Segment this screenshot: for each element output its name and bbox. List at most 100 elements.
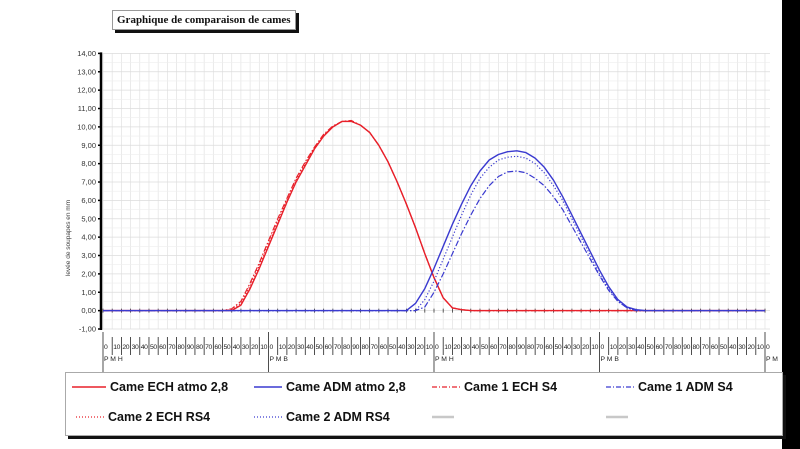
legend-item-came-2-ech-rs4: Came 2 ECH RS4 bbox=[76, 409, 210, 425]
x-tick-label: 60 bbox=[159, 344, 166, 351]
x-tick-label: 10 bbox=[426, 344, 433, 351]
y-tick-label: 12,00 bbox=[77, 86, 96, 95]
y-tick-label: 14,00 bbox=[77, 49, 96, 58]
legend-swatch bbox=[76, 416, 104, 418]
x-tick-label: 40 bbox=[306, 344, 313, 351]
y-tick-label: 7,00 bbox=[81, 178, 96, 187]
x-tick-label: 50 bbox=[481, 344, 488, 351]
x-tick-label: 20 bbox=[122, 344, 129, 351]
x-tick-label: 70 bbox=[665, 344, 672, 351]
x-tick-label: 20 bbox=[453, 344, 460, 351]
x-tick-label: 70 bbox=[371, 344, 378, 351]
x-tick-label: 60 bbox=[490, 344, 497, 351]
legend: Came ECH atmo 2,8 Came ADM atmo 2,8 Came… bbox=[65, 372, 783, 436]
legend-swatch bbox=[606, 386, 634, 388]
x-tick-label: 10 bbox=[591, 344, 598, 351]
y-axis-label: levée de soupapes en mm bbox=[65, 200, 72, 276]
y-tick-label: 2,00 bbox=[81, 269, 96, 278]
x-tick-label: 40 bbox=[637, 344, 644, 351]
x-tick-label: 0 bbox=[104, 344, 108, 351]
legend-item-came-1-ech-s4: Came 1 ECH S4 bbox=[432, 379, 557, 395]
legend-item-came-1-adm-s4: Came 1 ADM S4 bbox=[606, 379, 733, 395]
y-tick-label: 1,00 bbox=[81, 288, 96, 297]
legend-swatch bbox=[606, 415, 628, 419]
legend-item-empty bbox=[432, 409, 458, 425]
x-tick-label: 60 bbox=[325, 344, 332, 351]
x-tick-label: 10 bbox=[610, 344, 617, 351]
x-phase-label: P M B bbox=[601, 356, 620, 363]
x-tick-label: 50 bbox=[720, 344, 727, 351]
x-tick-label: 0 bbox=[601, 344, 605, 351]
x-tick-label: 70 bbox=[168, 344, 175, 351]
y-tick-label: 9,00 bbox=[81, 141, 96, 150]
series-line-came-adm-atmo-2-8 bbox=[103, 150, 765, 312]
legend-label: Came ECH atmo 2,8 bbox=[110, 380, 229, 394]
x-tick-label: 90 bbox=[187, 344, 194, 351]
x-tick-label: 20 bbox=[288, 344, 295, 351]
x-tick-label: 70 bbox=[334, 344, 341, 351]
x-tick-label: 80 bbox=[196, 344, 203, 351]
chart-title: Graphique de comparaison de cames bbox=[112, 10, 296, 30]
legend-swatch bbox=[432, 386, 460, 388]
y-tick-label: 3,00 bbox=[81, 251, 96, 260]
x-tick-label: 60 bbox=[656, 344, 663, 351]
x-tick-label: 50 bbox=[555, 344, 562, 351]
legend-item-empty bbox=[606, 409, 632, 425]
x-tick-label: 60 bbox=[214, 344, 221, 351]
x-tick-label: 20 bbox=[582, 344, 589, 351]
y-tick-label: 4,00 bbox=[81, 233, 96, 242]
legend-swatch bbox=[254, 386, 282, 388]
x-tick-label: 50 bbox=[315, 344, 322, 351]
legend-label: Came 1 ADM S4 bbox=[638, 380, 733, 394]
x-tick-label: 30 bbox=[242, 344, 249, 351]
x-tick-label: 10 bbox=[113, 344, 120, 351]
x-tick-label: 60 bbox=[545, 344, 552, 351]
x-tick-label: 10 bbox=[757, 344, 764, 351]
x-tick-label: 30 bbox=[628, 344, 635, 351]
x-phase-label: P M H bbox=[104, 356, 123, 363]
x-tick-label: 70 bbox=[205, 344, 212, 351]
y-tick-label: 10,00 bbox=[77, 122, 96, 131]
x-phase-label: P M bbox=[766, 356, 778, 363]
x-tick-label: 80 bbox=[361, 344, 368, 351]
x-tick-label: 10 bbox=[444, 344, 451, 351]
x-tick-label: 0 bbox=[270, 344, 274, 351]
x-tick-label: 20 bbox=[619, 344, 626, 351]
x-tick-label: 60 bbox=[711, 344, 718, 351]
legend-item-came-adm-atmo: Came ADM atmo 2,8 bbox=[254, 379, 406, 395]
x-tick-label: 80 bbox=[343, 344, 350, 351]
window-edge bbox=[782, 0, 800, 449]
x-tick-label: 30 bbox=[297, 344, 304, 351]
legend-item-came-2-adm-rs4: Came 2 ADM RS4 bbox=[254, 409, 390, 425]
line-chart: 14,00 13,00 12,00 11,00 10,00 9,00 8,00 7,00 6,0… bbox=[65, 49, 778, 372]
x-tick-label: 50 bbox=[224, 344, 231, 351]
x-tick-label: 50 bbox=[646, 344, 653, 351]
legend-item-came-ech-atmo: Came ECH atmo 2,8 bbox=[72, 379, 228, 395]
x-tick-label: 90 bbox=[518, 344, 525, 351]
x-tick-label: 50 bbox=[389, 344, 396, 351]
x-tick-label: 40 bbox=[564, 344, 571, 351]
x-tick-label: 20 bbox=[748, 344, 755, 351]
x-tick-label: 80 bbox=[178, 344, 185, 351]
x-tick-label: 50 bbox=[150, 344, 157, 351]
legend-label: Came ADM atmo 2,8 bbox=[286, 380, 406, 394]
y-tick-label: 8,00 bbox=[81, 159, 96, 168]
legend-label: Came 2 ECH RS4 bbox=[108, 410, 211, 424]
x-tick-label: 10 bbox=[279, 344, 286, 351]
x-tick-label: 40 bbox=[398, 344, 405, 351]
x-tick-label: 90 bbox=[352, 344, 359, 351]
y-tick-label: 5,00 bbox=[81, 214, 96, 223]
y-tick-label: 13,00 bbox=[77, 67, 96, 76]
x-tick-label: 40 bbox=[472, 344, 479, 351]
x-tick-label: 70 bbox=[702, 344, 709, 351]
legend-swatch bbox=[72, 386, 106, 388]
x-tick-label: 30 bbox=[738, 344, 745, 351]
x-tick-label: 20 bbox=[251, 344, 258, 351]
x-phase-label: P M H bbox=[435, 356, 454, 363]
x-tick-label: 10 bbox=[260, 344, 267, 351]
x-tick-label: 30 bbox=[407, 344, 414, 351]
x-phase-label: P M B bbox=[270, 356, 289, 363]
x-tick-label: 80 bbox=[509, 344, 516, 351]
legend-swatch bbox=[254, 416, 282, 418]
x-tick-label: 0 bbox=[435, 344, 439, 351]
